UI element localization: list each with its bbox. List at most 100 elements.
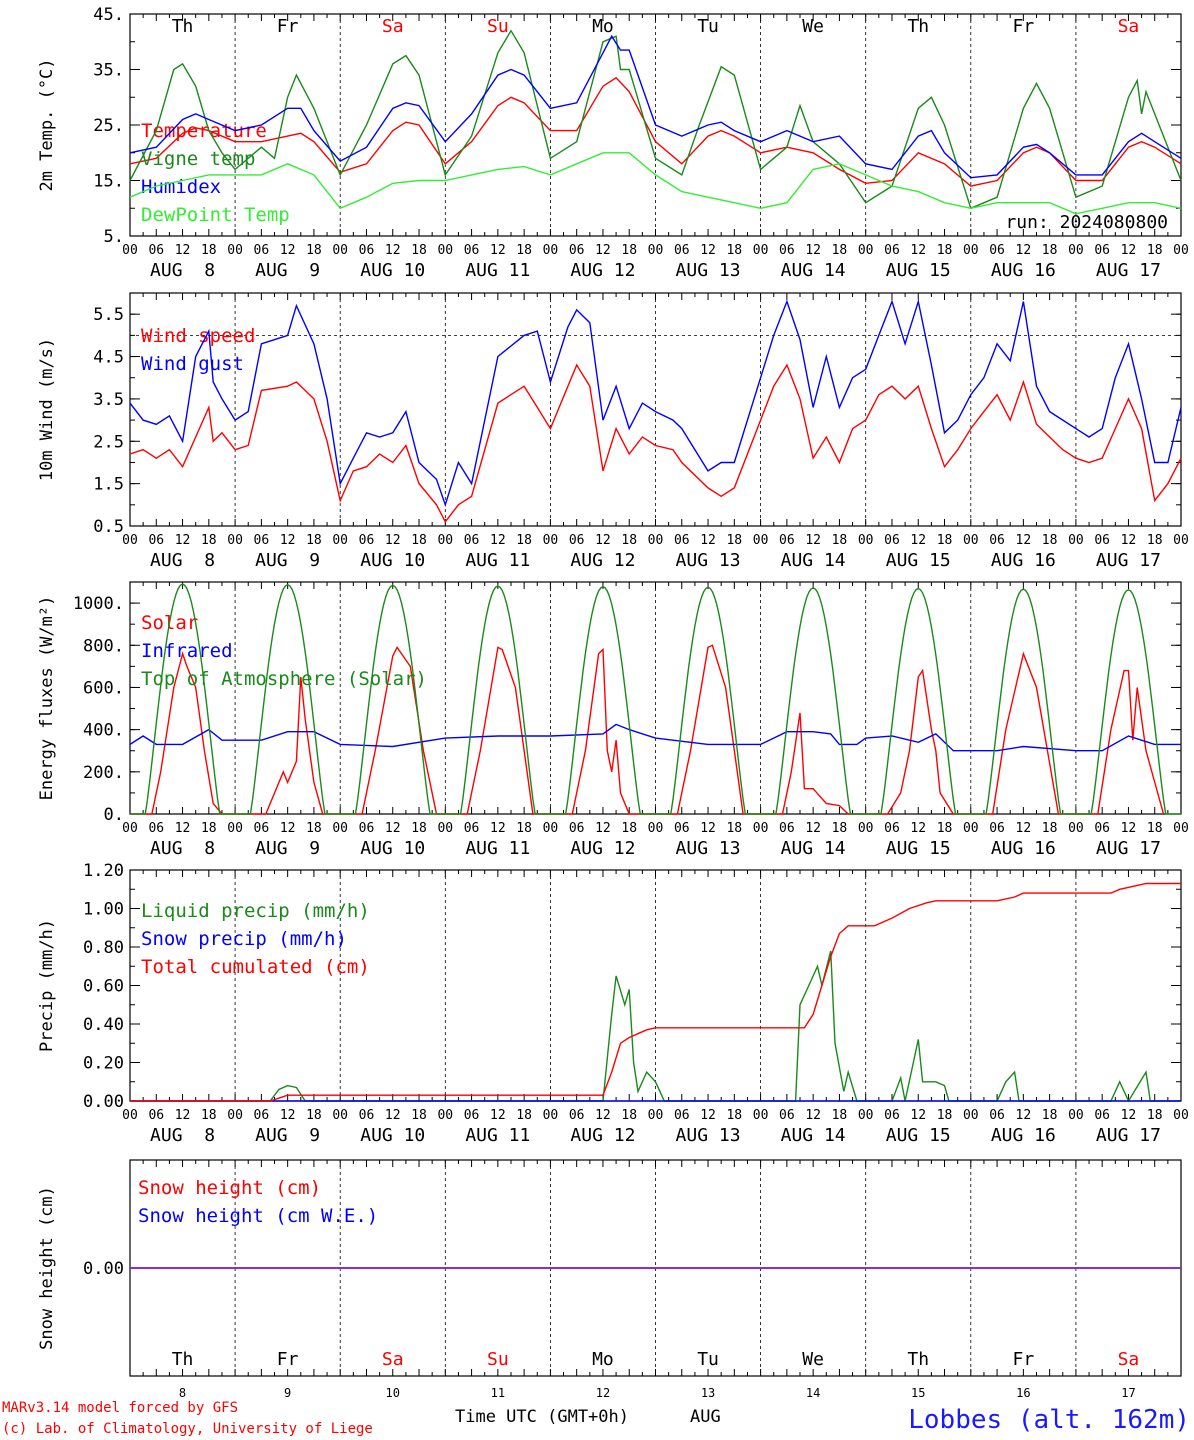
hour-tick-label: 06 (569, 533, 585, 548)
hour-tick-label: 12 (595, 821, 611, 836)
hour-tick-label: 06 (359, 1108, 375, 1123)
y-axis-label: 10m Wind (m/s) (37, 338, 57, 481)
series-line-humidex (129, 34, 1182, 179)
hour-tick-label: 06 (254, 533, 270, 548)
day-number: 10 (386, 1386, 400, 1400)
hour-tick-label: 18 (1042, 243, 1058, 258)
hour-tick-label: 12 (280, 243, 296, 258)
hour-tick-label: 06 (359, 821, 375, 836)
hour-tick-label: 06 (1094, 243, 1110, 258)
date-label: AUG 13 (676, 838, 741, 859)
y-tick-label: 1.00 (83, 900, 124, 920)
y-tick-label: 200. (83, 763, 124, 783)
hour-tick-label: 12 (280, 533, 296, 548)
hour-tick-label: 00 (858, 1108, 874, 1123)
hour-tick-label: 18 (937, 1108, 953, 1123)
hour-tick-label: 00 (963, 533, 979, 548)
y-tick-label: 4.5 (93, 348, 124, 368)
hour-tick-label: 06 (674, 243, 690, 258)
y-axis-label: Energy fluxes (W/m²) (37, 596, 57, 801)
hour-tick-label: 18 (832, 1108, 848, 1123)
weekday-label: Su (487, 1349, 509, 1370)
legend-wind-gust: Wind gust (141, 353, 244, 375)
hour-tick-label: 00 (437, 1108, 453, 1123)
legend-liquid-precip-mm-h: Liquid precip (mm/h) (141, 900, 370, 922)
hour-tick-label: 00 (543, 821, 559, 836)
hour-tick-label: 06 (254, 821, 270, 836)
weekday-label: Th (907, 16, 929, 37)
hour-tick-label: 06 (569, 243, 585, 258)
date-label: AUG 10 (360, 260, 425, 281)
y-tick-label: 15. (93, 172, 124, 192)
date-label: AUG 15 (886, 1125, 951, 1146)
hour-tick-label: 12 (1016, 243, 1032, 258)
date-label: AUG 11 (465, 838, 530, 859)
hour-tick-label: 00 (858, 243, 874, 258)
hour-tick-label: 12 (280, 821, 296, 836)
hour-tick-label: 18 (621, 821, 637, 836)
hour-tick-label: 12 (1016, 821, 1032, 836)
y-tick-label: 0.80 (83, 938, 124, 958)
series-line-top-of-atmosphere-solar (130, 583, 1181, 815)
hour-tick-label: 18 (306, 533, 322, 548)
hour-tick-label: 18 (411, 533, 427, 548)
day-number: 13 (701, 1386, 715, 1400)
hour-tick-label: 06 (254, 1108, 270, 1123)
hour-tick-label: 00 (122, 1108, 138, 1123)
weekday-label: Fr (1013, 1349, 1035, 1370)
hour-tick-label: 12 (490, 533, 506, 548)
hour-tick-label: 00 (1173, 533, 1189, 548)
y-tick-label: 5.5 (93, 305, 124, 325)
date-label: AUG 14 (781, 1125, 846, 1146)
date-label: AUG 12 (570, 838, 635, 859)
hour-tick-label: 06 (674, 1108, 690, 1123)
panel-energy-fluxes-w-m: 0. 200. 400. 600. 800. 1000. Energy fluxes (W/… (37, 581, 1189, 859)
date-label: AUG 16 (991, 1125, 1056, 1146)
hour-tick-label: 06 (148, 533, 164, 548)
hour-tick-label: 00 (543, 243, 559, 258)
hour-tick-label: 18 (201, 533, 217, 548)
hour-tick-label: 00 (227, 533, 243, 548)
y-tick-label: 0.40 (83, 1015, 124, 1035)
date-label: AUG 13 (676, 260, 741, 281)
hour-tick-label: 12 (385, 821, 401, 836)
day-number: 17 (1121, 1386, 1135, 1400)
date-label: AUG 16 (991, 260, 1056, 281)
y-tick-label: 600. (83, 678, 124, 698)
date-label: AUG 10 (360, 1125, 425, 1146)
weekday-label: Tu (697, 1349, 719, 1370)
hour-tick-label: 12 (385, 533, 401, 548)
date-label: AUG 9 (255, 1125, 320, 1146)
hour-tick-label: 12 (490, 1108, 506, 1123)
hour-tick-label: 00 (753, 533, 769, 548)
date-label: AUG 9 (255, 550, 320, 571)
hour-tick-label: 00 (122, 821, 138, 836)
hour-tick-label: 12 (1121, 533, 1137, 548)
hour-tick-label: 06 (884, 533, 900, 548)
hour-tick-label: 12 (385, 1108, 401, 1123)
panel-2m-temp-c: 5. 15. 25. 35. 45. 2m Temp. (°C) Temperature Vi… (37, 5, 1189, 281)
hour-tick-label: 18 (516, 821, 532, 836)
series-line-infrared (129, 723, 1181, 752)
date-label: AUG 14 (781, 838, 846, 859)
y-tick-label: 25. (93, 116, 124, 136)
hour-tick-label: 06 (569, 821, 585, 836)
date-label: AUG 16 (991, 550, 1056, 571)
hour-tick-label: 12 (175, 533, 191, 548)
hour-tick-label: 00 (753, 1108, 769, 1123)
hour-tick-label: 00 (1068, 533, 1084, 548)
day-number: 8 (179, 1386, 186, 1400)
date-label: AUG 12 (570, 550, 635, 571)
date-label: AUG 15 (886, 260, 951, 281)
copyright-credit: (c) Lab. of Climatology, University of L… (2, 1421, 373, 1437)
y-axis-label: 2m Temp. (°C) (37, 58, 57, 191)
hour-tick-label: 06 (464, 533, 480, 548)
hour-tick-label: 00 (858, 821, 874, 836)
y-axis-label: Precip (mm/h) (37, 919, 57, 1052)
hour-tick-label: 06 (674, 533, 690, 548)
y-tick-label: 1.5 (93, 475, 124, 495)
hour-tick-label: 18 (411, 1108, 427, 1123)
hour-tick-label: 06 (464, 243, 480, 258)
hour-tick-label: 00 (648, 243, 664, 258)
hour-tick-label: 00 (227, 243, 243, 258)
